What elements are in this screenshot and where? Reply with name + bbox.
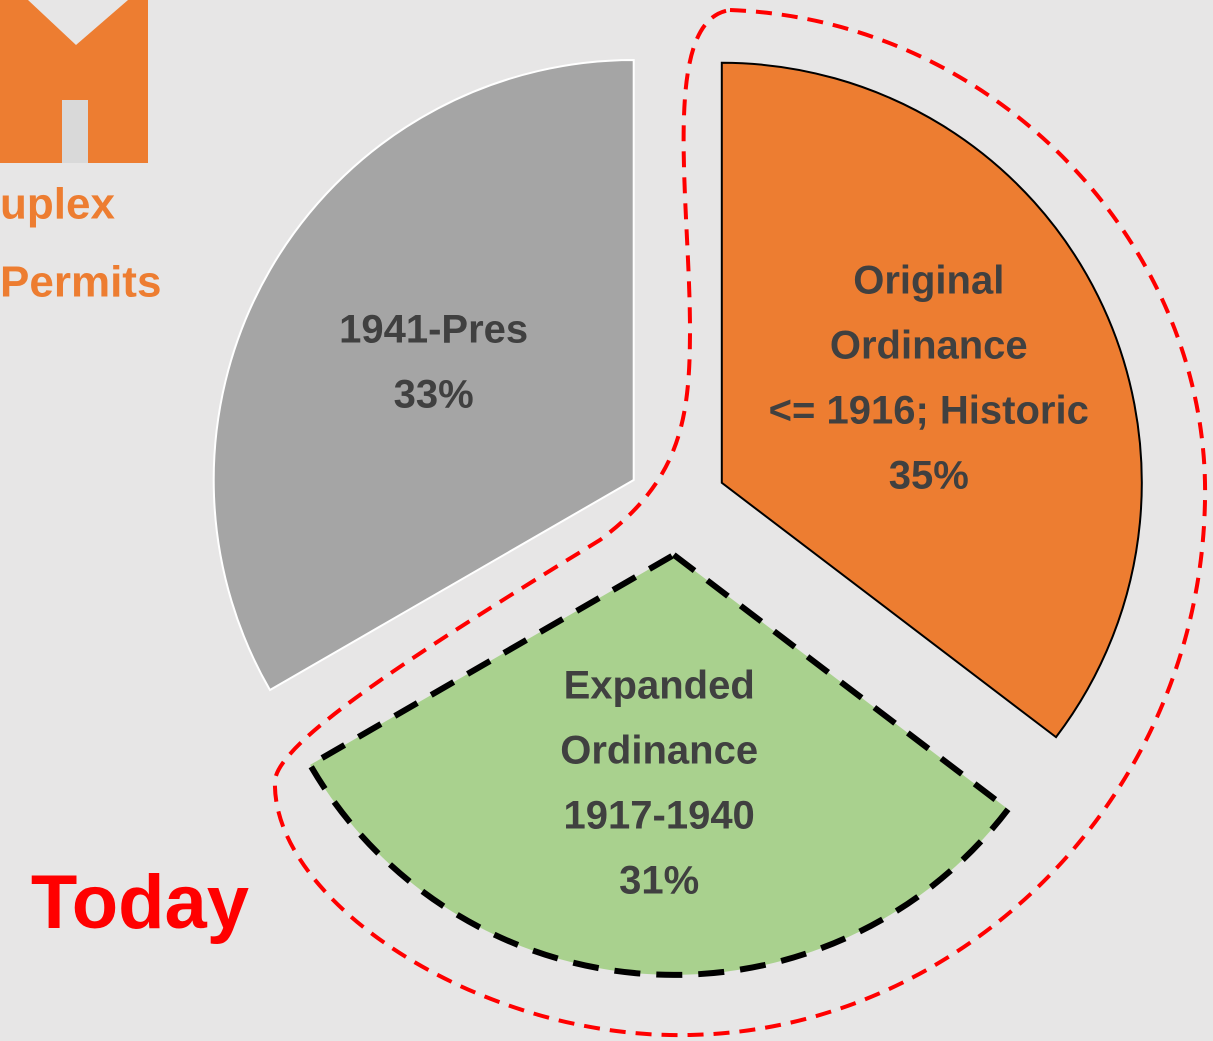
pie-slice — [305, 551, 1013, 978]
highlight-outline — [272, 7, 1208, 1038]
pie — [212, 58, 1143, 978]
slice-label: Ordinance — [830, 323, 1028, 367]
slice-value-label: 33% — [394, 373, 474, 417]
slice-value-label: 31% — [619, 858, 699, 902]
slice-label: Ordinance — [560, 728, 758, 772]
slice-label: Expanded — [564, 663, 755, 707]
slice-labels: Original Ordinance <= 1916; Historic 35% Exp… — [339, 258, 1089, 902]
house-body — [0, 0, 148, 163]
house-icon — [0, 0, 148, 163]
today-label: Today — [31, 860, 249, 945]
slice-label: Original — [853, 258, 1004, 302]
slice-value-label: 35% — [889, 453, 969, 497]
slice-label: <= 1916; Historic — [769, 388, 1089, 432]
side-heading: Permits — [0, 258, 161, 307]
slice-label: 1917-1940 — [564, 793, 755, 837]
house-door — [62, 100, 88, 163]
pie-slice — [720, 61, 1143, 739]
side-heading: uplex — [0, 180, 115, 229]
pie-slice — [212, 58, 635, 692]
slice-label: 1941-Pres — [339, 308, 528, 352]
